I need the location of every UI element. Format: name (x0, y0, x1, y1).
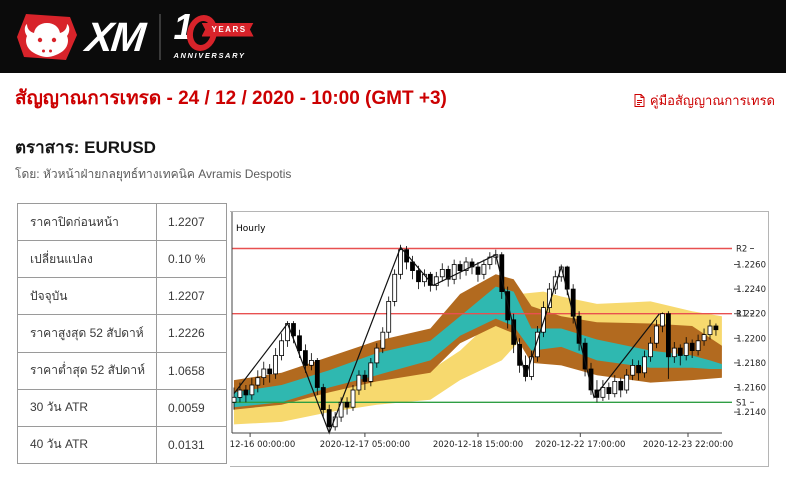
svg-text:R1: R1 (736, 310, 747, 320)
table-row: 40 วัน ATR 0.0131 (18, 425, 226, 463)
page-title: สัญญาณการเทรด - 24 / 12 / 2020 - 10:00 (… (15, 88, 447, 109)
stat-label: ราคาปิดก่อนหน้า (18, 204, 157, 241)
ten-years-badge: 1 YEARS ANNIVERSARY (173, 6, 270, 63)
svg-text:2020-12-22 17:00:00: 2020-12-22 17:00:00 (535, 440, 625, 450)
svg-text:1.2240: 1.2240 (736, 285, 766, 295)
stat-label: 40 วัน ATR (18, 426, 157, 463)
title-row: สัญญาณการเทรด - 24 / 12 / 2020 - 10:00 (… (15, 86, 775, 112)
trading-signals-guide-link[interactable]: คู่มือสัญญาณการเทรด (634, 90, 775, 111)
instrument-heading: ตราสาร: EURUSD (15, 138, 156, 157)
stat-label: ราคาต่ำสุด 52 สัปดาห์ (18, 352, 157, 389)
pdf-file-icon (634, 94, 645, 107)
table-row: ราคาสูงสุด 52 สัปดาห์ 1.2226 (18, 314, 226, 352)
price-chart: R2 R1 S1 1.2260 1.2240 1.2220 1.2200 1.2180 1.21… (230, 211, 769, 467)
svg-text:1.2160: 1.2160 (736, 384, 766, 394)
guide-link-label: คู่มือสัญญาณการเทรด (649, 93, 775, 108)
stat-value: 0.0059 (168, 400, 205, 415)
svg-text:2020-12-17 05:00:00: 2020-12-17 05:00:00 (320, 440, 410, 450)
analyst-byline: โดย: หัวหน้าฝ่ายกลยุทธ์ทางเทคนิค Avramis… (15, 167, 292, 181)
stat-value: 1.2207 (168, 289, 205, 304)
brand-wordmark: XM (83, 13, 146, 60)
svg-text:1.2180: 1.2180 (736, 359, 766, 369)
svg-text:2020-12-16 00:00:00: 2020-12-16 00:00:00 (230, 440, 295, 450)
years-ribbon: YEARS (201, 22, 254, 37)
stat-value: 1.2226 (168, 326, 205, 341)
stat-value: 0.10 % (168, 252, 206, 267)
table-row: ปัจจุบัน 1.2207 (18, 277, 226, 315)
stat-label: ปัจจุบัน (18, 278, 157, 315)
stat-value: 0.0131 (168, 437, 205, 452)
stat-label: ราคาสูงสุด 52 สัปดาห์ (18, 315, 157, 352)
svg-text:2020-12-23 22:00:00: 2020-12-23 22:00:00 (643, 440, 733, 450)
svg-text:R2: R2 (736, 245, 747, 255)
table-row: ราคาต่ำสุด 52 สัปดาห์ 1.0658 (18, 351, 226, 389)
svg-text:1.2260: 1.2260 (736, 261, 766, 271)
instrument-stats-table: ราคาปิดก่อนหน้า 1.2207 เปลี่ยนแปลง 0.10 … (17, 203, 227, 464)
table-row: ราคาปิดก่อนหน้า 1.2207 (18, 204, 226, 241)
svg-text:1.2200: 1.2200 (736, 334, 766, 344)
table-row: 30 วัน ATR 0.0059 (18, 388, 226, 426)
stat-value: 1.0658 (168, 363, 205, 378)
anniversary-label: ANNIVERSARY (173, 50, 246, 60)
brand-divider (158, 13, 161, 60)
table-row: เปลี่ยนแปลง 0.10 % (18, 240, 226, 278)
stat-label: เปลี่ยนแปลง (18, 241, 157, 278)
svg-text:S1: S1 (736, 398, 747, 408)
svg-text:1.2140: 1.2140 (736, 408, 766, 418)
xm-bull-logo-icon (17, 13, 77, 60)
svg-text:Hourly: Hourly (236, 224, 266, 234)
badge-digit: 1 (173, 5, 194, 47)
top-bar: XM 1 YEARS ANNIVERSARY (0, 0, 786, 73)
stat-label: 30 วัน ATR (18, 389, 157, 426)
svg-text:2020-12-18 15:00:00: 2020-12-18 15:00:00 (433, 440, 523, 450)
price-chart-svg: R2 R1 S1 1.2260 1.2240 1.2220 1.2200 1.2180 1.21… (230, 212, 766, 450)
stat-value: 1.2207 (168, 215, 205, 230)
svg-text:1.2220: 1.2220 (736, 310, 766, 320)
